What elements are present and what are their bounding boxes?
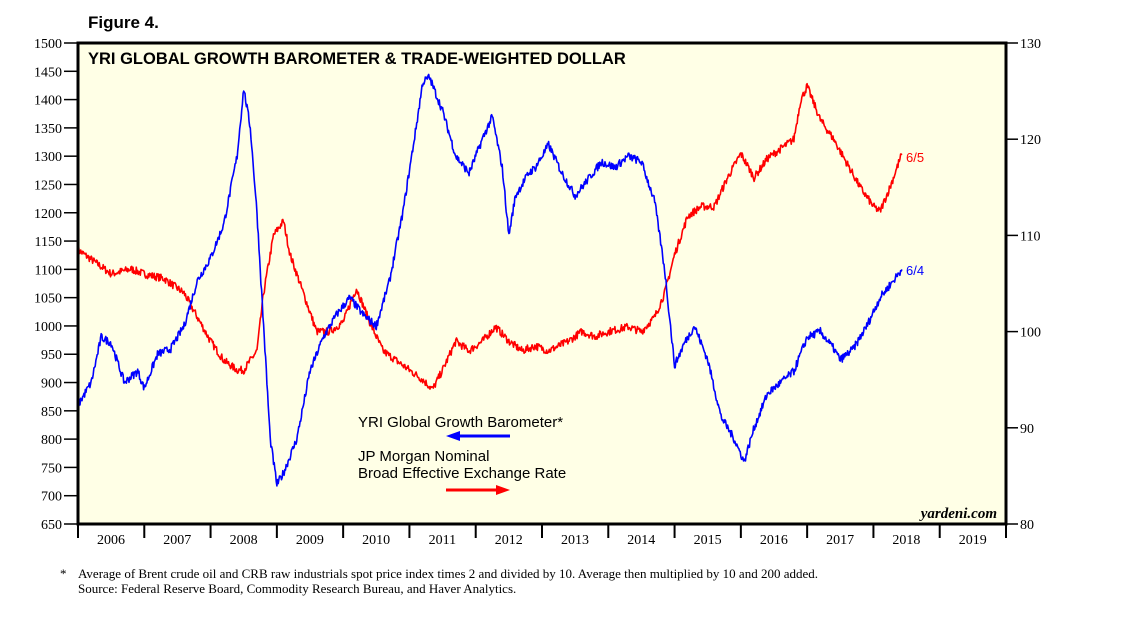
x-axis-tick-label: 2008 [230,533,258,548]
left-axis-tick-label: 1150 [35,235,62,250]
x-axis-tick-label: 2017 [826,533,854,548]
left-axis-tick-label: 750 [41,461,62,476]
series-line-growth-barometer [77,73,903,487]
left-axis-tick-label: 1300 [34,150,62,165]
x-axis-tick-label: 2007 [163,533,191,548]
left-axis-tick-label: 650 [41,518,62,533]
x-axis-tick-label: 2010 [362,533,390,548]
left-axis-tick-label: 700 [41,490,62,505]
x-axis-tick-label: 2018 [892,533,920,548]
right-axis-tick-label: 100 [1020,326,1041,341]
footnote-line1: Average of Brent crude oil and CRB raw i… [78,566,818,581]
left-axis-tick-label: 1050 [34,292,62,307]
x-axis-tick-label: 2006 [97,533,125,548]
right-axis-tick-label: 120 [1020,133,1041,148]
watermark: yardeni.com [919,506,997,522]
x-axis-tick-label: 2014 [627,533,655,548]
left-axis-tick-label: 1450 [34,65,62,80]
x-axis-tick-label: 2009 [296,533,324,548]
end-label-red: 6/5 [906,150,924,165]
legend-label-growth-barometer: YRI Global Growth Barometer* [358,414,563,431]
x-axis-tick-label: 2013 [561,533,589,548]
left-axis-tick-label: 950 [41,348,62,363]
left-axis-tick-label: 1350 [34,122,62,137]
chart-title: YRI GLOBAL GROWTH BAROMETER & TRADE-WEIG… [88,50,626,68]
x-axis-tick-label: 2015 [694,533,722,548]
footnote-source: Source: Federal Reserve Board, Commodity… [78,581,516,596]
left-axis-tick-label: 1500 [34,37,62,52]
series-line-exchange-rate [77,82,903,390]
x-axis-tick-label: 2011 [429,533,456,548]
right-axis-tick-label: 80 [1020,518,1034,533]
left-axis-tick-label: 1100 [35,263,62,278]
legend-arrow-right-red [446,485,510,495]
legend-label-exchange-rate-line2: Broad Effective Exchange Rate [358,465,566,482]
footnote-star: * [60,566,67,581]
legend-arrow-left-blue [446,431,510,441]
left-axis-tick-label: 1400 [34,94,62,109]
right-axis-tick-label: 90 [1020,422,1034,437]
left-axis-tick-label: 1200 [34,207,62,222]
right-axis-tick-label: 110 [1020,229,1040,244]
x-axis-tick-label: 2012 [495,533,523,548]
figure-label: Figure 4. [88,13,159,32]
x-axis-tick-label: 2016 [760,533,788,548]
plot-area [78,43,1006,524]
left-axis-tick-label: 800 [41,433,62,448]
left-axis-tick-label: 1250 [34,178,62,193]
right-axis-tick-label: 130 [1020,37,1041,52]
left-axis-tick-label: 1000 [34,320,62,335]
left-axis-tick-label: 850 [41,405,62,420]
left-axis-tick-label: 900 [41,377,62,392]
end-label-blue: 6/4 [906,263,924,278]
legend-label-exchange-rate-line1: JP Morgan Nominal [358,448,489,465]
x-axis-tick-label: 2019 [959,533,987,548]
